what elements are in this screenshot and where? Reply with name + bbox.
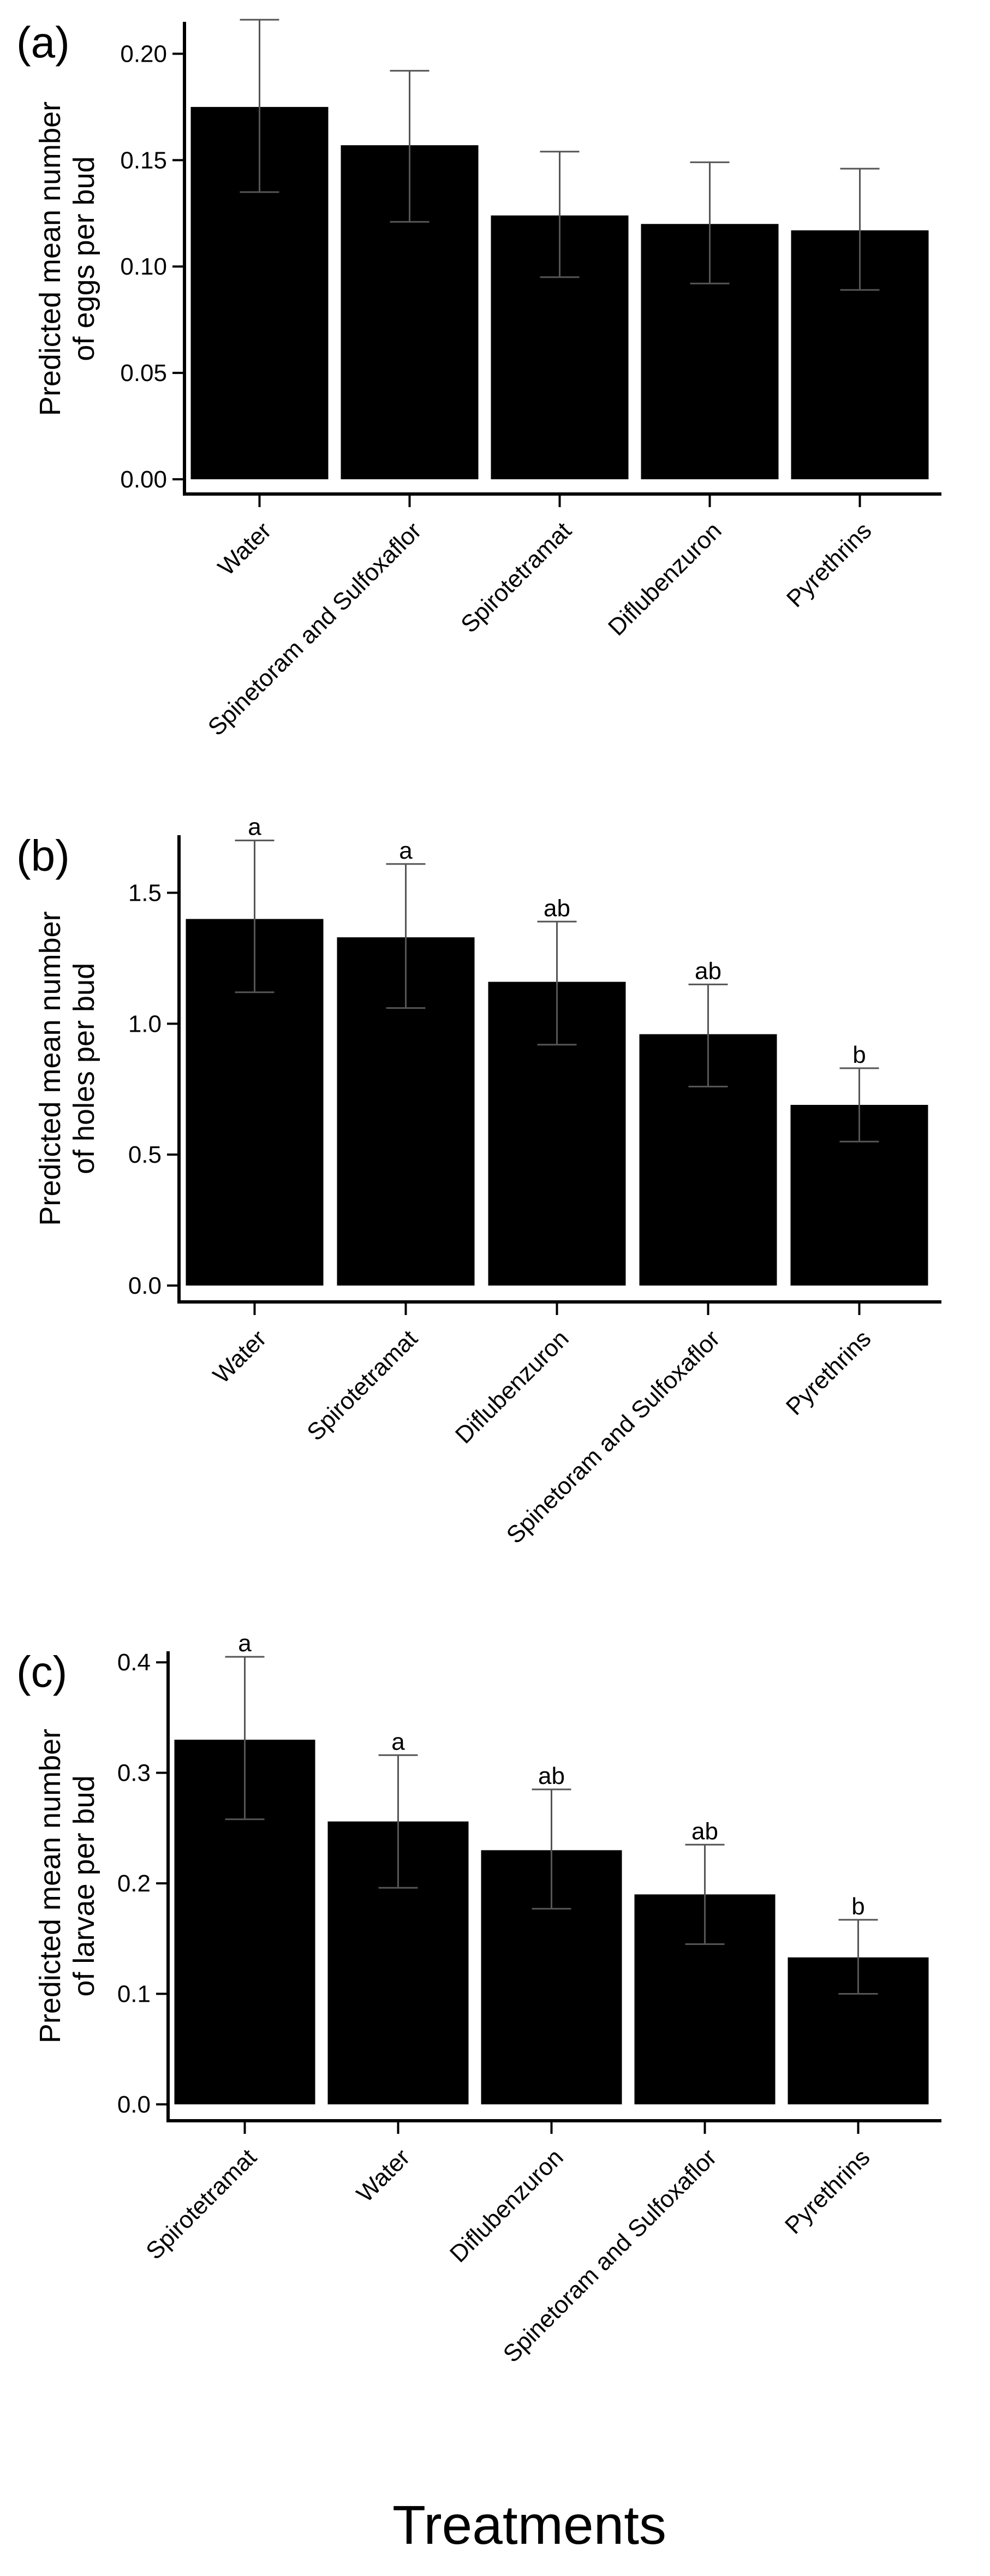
significance-letter: ab: [544, 895, 570, 921]
significance-letter: a: [399, 837, 413, 864]
significance-letter: a: [391, 1728, 405, 1755]
y-tick-label: 0.2: [117, 1870, 151, 1897]
y-tick-label: 0.1: [117, 1981, 151, 2008]
panel-label: (b): [16, 831, 70, 880]
y-tick-label: 1.0: [128, 1010, 162, 1037]
significance-letter: ab: [538, 1763, 565, 1789]
significance-letter: ab: [691, 1818, 718, 1845]
y-axis-label-line: Predicted mean number: [34, 1729, 67, 2043]
significance-letter: ab: [695, 957, 721, 984]
y-tick-label: 0.15: [120, 147, 167, 174]
y-axis-label-line: of eggs per bud: [68, 156, 100, 361]
significance-letter: a: [238, 1630, 252, 1657]
panel-label: (c): [16, 1647, 67, 1696]
y-tick-label: 0.10: [120, 253, 167, 280]
x-axis-title: Treatments: [392, 2495, 666, 2556]
y-tick-label: 0.0: [117, 2091, 151, 2118]
y-axis-label: Predicted mean numberof eggs per bud: [34, 102, 100, 416]
y-axis-label: Predicted mean numberof holes per bud: [34, 911, 100, 1225]
significance-letter: b: [851, 1893, 864, 1920]
panel-label: (a): [16, 18, 70, 67]
y-axis-label: Predicted mean numberof larvae per bud: [34, 1729, 100, 2043]
y-tick-label: 0.05: [120, 360, 167, 386]
y-tick-label: 0.0: [128, 1272, 162, 1299]
y-tick-label: 0.20: [120, 40, 167, 67]
y-axis-label-line: of larvae per bud: [68, 1775, 100, 1996]
y-axis-label-line: Predicted mean number: [34, 911, 67, 1225]
y-axis-label-line: of holes per bud: [68, 963, 100, 1174]
significance-letter: a: [248, 814, 261, 841]
y-tick-label: 0.5: [128, 1141, 162, 1168]
y-tick-label: 1.5: [128, 880, 162, 907]
y-tick-label: 0.4: [117, 1649, 151, 1676]
y-axis-label-line: Predicted mean number: [34, 102, 67, 416]
significance-letter: b: [852, 1042, 866, 1068]
y-tick-label: 0.00: [120, 466, 167, 493]
y-tick-label: 0.3: [117, 1760, 151, 1787]
